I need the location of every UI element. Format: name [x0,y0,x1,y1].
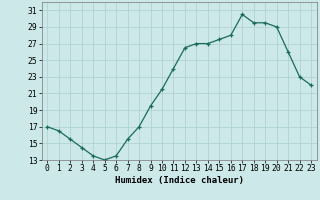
X-axis label: Humidex (Indice chaleur): Humidex (Indice chaleur) [115,176,244,185]
